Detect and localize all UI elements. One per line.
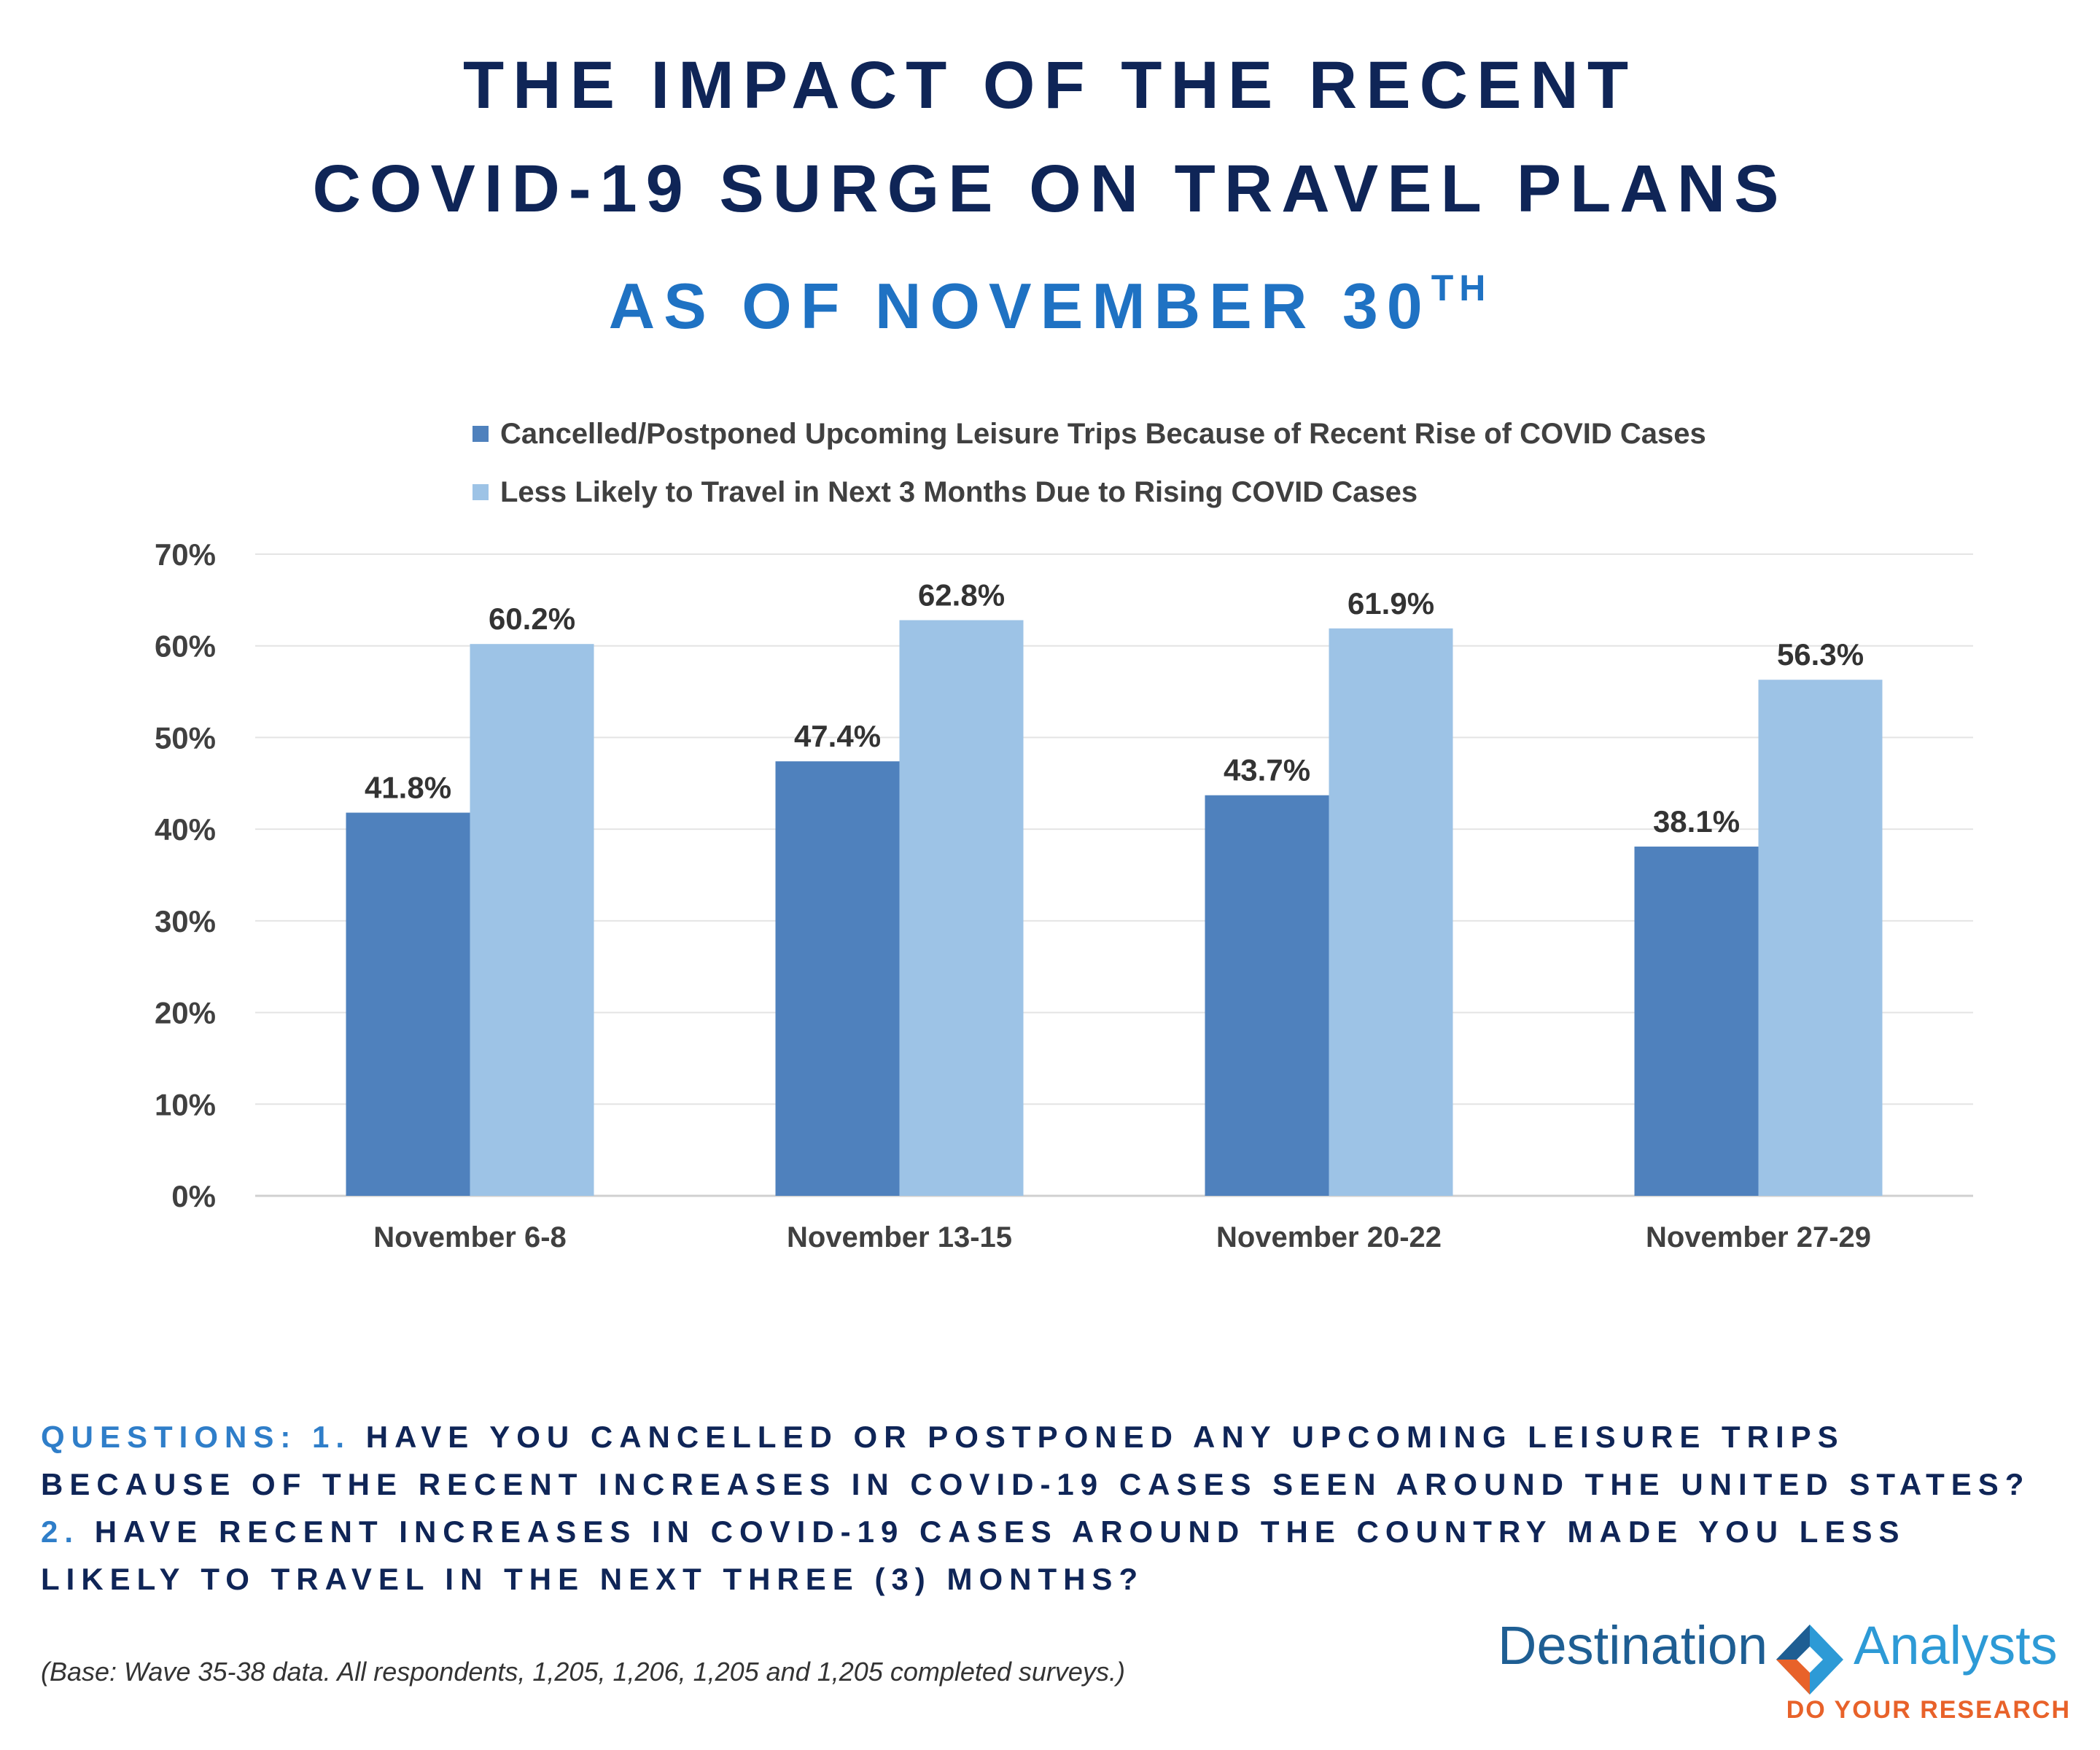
x-tick-label-3: November 27-29 [1646,1221,1871,1253]
bar-series-0-2 [1205,795,1329,1196]
y-tick-label-50: 50% [155,720,216,755]
bar-series-1-0 [470,644,594,1196]
bar-series-1-1 [899,620,1024,1196]
x-tick-label-1: November 13-15 [787,1221,1012,1253]
base-footnote: (Base: Wave 35-38 data. All respondents,… [41,1657,1125,1687]
y-tick-label-10: 10% [155,1087,216,1121]
data-label-series-0-1: 47.4% [794,719,881,753]
bar-series-1-2 [1329,628,1453,1196]
data-label-series-1-0: 60.2% [489,602,575,636]
question-1-text: HAVE YOU CANCELLED OR POSTPONED ANY UPCO… [41,1420,2031,1501]
legend-swatch-less-likely [472,484,489,500]
question-2-number: 2. [41,1514,80,1549]
survey-questions: QUESTIONS: 1. HAVE YOU CANCELLED OR POST… [41,1413,2053,1603]
y-tick-label-70: 70% [155,537,216,572]
x-tick-label-0: November 6-8 [373,1221,567,1253]
logo-word-destination: Destination [1498,1615,1768,1676]
logo-word-analysts: Analysts [1854,1615,2058,1676]
chart-title-line-2: COVID-19 SURGE ON TRAVEL PLANS [312,152,1788,226]
questions-lead: QUESTIONS: [41,1420,313,1454]
y-tick-label-40: 40% [155,812,216,847]
y-tick-label-20: 20% [155,996,216,1030]
bar-series-0-0 [346,812,470,1196]
bar-series-0-3 [1634,847,1759,1196]
chart-title-line-1: THE IMPACT OF THE RECENT [462,48,1638,122]
destination-analysts-logo: Destination Analysts DO YOUR RESEARCH [1498,1614,2081,1731]
chart-subtitle: AS OF NOVEMBER 30TH [0,248,2100,346]
legend-item-cancelled: Cancelled/Postponed Upcoming Leisure Tri… [472,412,1706,456]
bars [346,620,1883,1196]
legend-swatch-cancelled [472,426,489,442]
data-label-series-0-2: 43.7% [1224,753,1310,788]
data-label-series-1-1: 62.8% [918,578,1005,612]
legend-label-less-likely: Less Likely to Travel in Next 3 Months D… [500,475,1418,508]
subtitle-text: AS OF NOVEMBER 30 [608,270,1431,342]
legend-item-less-likely: Less Likely to Travel in Next 3 Months D… [472,470,1418,514]
data-labels: 41.8% 60.2% 47.4% 62.8% 43.7% 61.9% 38.1% 56.3% [365,578,1864,839]
logo-diamond-icon [1776,1625,1843,1695]
y-tick-label-0: 0% [171,1179,216,1213]
data-label-series-1-3: 56.3% [1777,637,1864,672]
subtitle-superscript: TH [1431,268,1492,308]
y-tick-label-60: 60% [155,629,216,664]
data-label-series-0-0: 41.8% [365,771,451,805]
question-1-number: 1. [312,1420,351,1454]
x-tick-label-2: November 20-22 [1216,1221,1442,1253]
bar-series-1-3 [1758,680,1883,1196]
y-tick-label-30: 30% [155,904,216,938]
bar-series-0-1 [775,761,900,1196]
bar-chart: 0% 10% 20% 30% 40% 50% 60% 70% 41.8% 60.2% 47.4% 6… [155,537,1973,1253]
logo-tagline: DO YOUR RESEARCH [1786,1696,2071,1724]
legend-label-cancelled: Cancelled/Postponed Upcoming Leisure Tri… [500,417,1706,450]
question-2-text: HAVE RECENT INCREASES IN COVID-19 CASES … [41,1514,1906,1596]
data-label-series-0-3: 38.1% [1653,804,1740,839]
data-label-series-1-2: 61.9% [1348,586,1434,621]
y-axis-tick-labels: 0% 10% 20% 30% 40% 50% 60% 70% [155,537,216,1213]
x-axis-tick-labels: November 6-8 November 13-15 November 20-22… [373,1221,1871,1253]
